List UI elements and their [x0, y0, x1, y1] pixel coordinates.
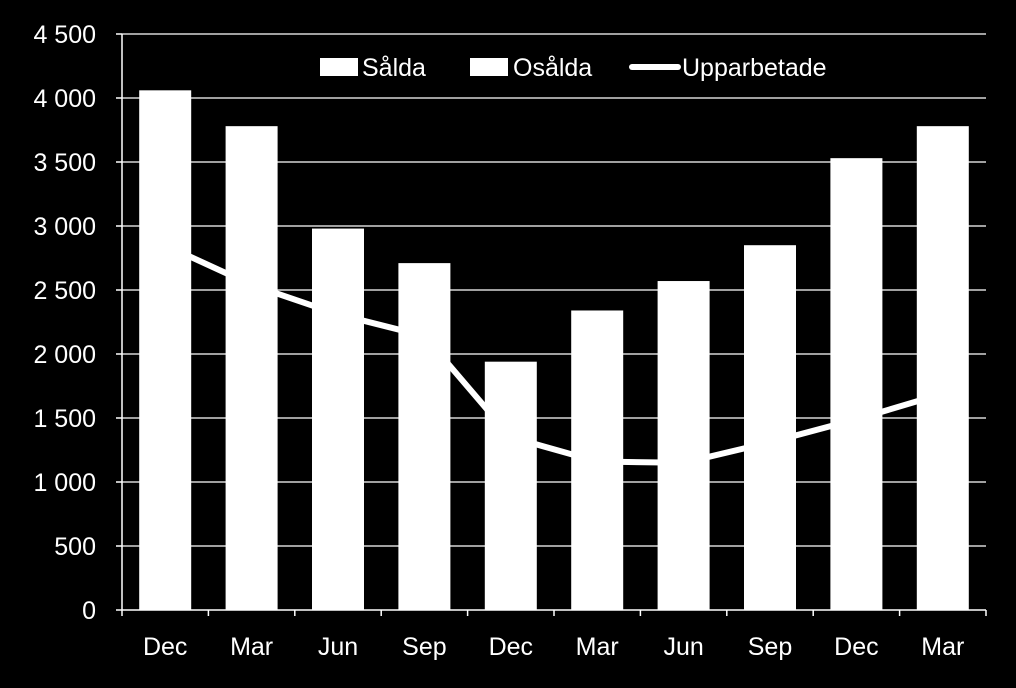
x-tick-label: Jun — [318, 633, 358, 661]
bar-salda — [917, 126, 969, 610]
x-tick-label: Mar — [921, 633, 964, 661]
x-tick-label: Dec — [143, 633, 187, 661]
legend-label: Sålda — [362, 54, 426, 82]
legend-swatch — [470, 58, 508, 76]
x-tick-label: Sep — [402, 633, 446, 661]
y-tick-label: 4 500 — [33, 21, 96, 49]
legend-swatch — [320, 58, 358, 76]
x-tick-label: Mar — [576, 633, 619, 661]
legend-label: Osålda — [513, 54, 592, 82]
bars — [139, 90, 969, 610]
y-tick-label: 4 000 — [33, 85, 96, 113]
bar-salda — [830, 158, 882, 610]
x-tick-label: Dec — [834, 633, 878, 661]
x-tick-label: Dec — [489, 633, 533, 661]
y-tick-label: 1 000 — [33, 469, 96, 497]
x-tick-label: Jun — [663, 633, 703, 661]
y-tick-label: 1 500 — [33, 405, 96, 433]
bar-salda — [139, 90, 191, 610]
legend-label: Upparbetade — [682, 54, 827, 82]
y-tick-label: 2 500 — [33, 277, 96, 305]
bar-salda — [312, 229, 364, 610]
y-tick-label: 0 — [82, 597, 96, 625]
legend: Sålda Osålda Upparbetade — [320, 54, 827, 82]
y-tick-label: 2 000 — [33, 341, 96, 369]
bar-salda — [398, 263, 450, 610]
bar-salda — [226, 126, 278, 610]
y-tick-label: 3 000 — [33, 213, 96, 241]
bar-salda — [485, 362, 537, 610]
y-tick-label: 500 — [54, 533, 96, 561]
x-tick-label: Sep — [748, 633, 792, 661]
y-tick-label: 3 500 — [33, 149, 96, 177]
bar-salda — [744, 245, 796, 610]
bar-salda — [658, 281, 710, 610]
x-tick-label: Mar — [230, 633, 273, 661]
